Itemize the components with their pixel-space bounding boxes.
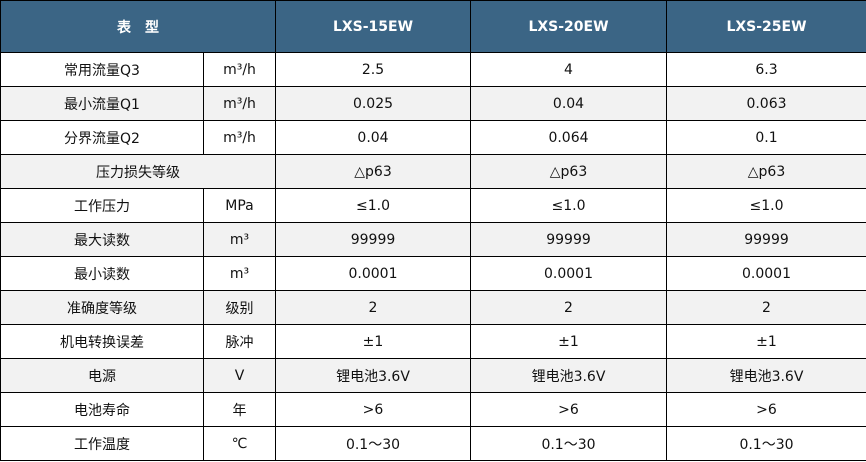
value-cell: 0.025 [275,86,471,121]
value-cell: 0.063 [666,86,866,121]
unit-cell: m³/h [203,86,276,121]
value-cell: ±1 [275,324,471,359]
value-cell: >6 [470,392,667,427]
param-cell: 最小读数 [0,256,204,291]
table-row: 准确度等级 级别 2 2 2 [0,290,866,325]
param-cell: 工作压力 [0,188,204,223]
table-row: 电池寿命年 >6 >6 >6 [0,392,866,427]
value-cell: 2 [666,290,866,325]
header-row: 表 型 LXS-15EW LXS-20EW LXS-25EW [0,0,866,53]
table-row: 工作压力 MPa ≤1.0 ≤1.0 ≤1.0 [0,188,866,223]
value-cell: 锂电池3.6V [666,358,866,393]
model-header: LXS-15EW [275,0,471,53]
value-cell: 0.04 [470,86,667,121]
table-row: 电源 V 锂电池3.6V 锂电池3.6V 锂电池3.6V [0,358,866,393]
table-row: 常用流量Q3 m³/h 2.5 4 6.3 [0,52,866,87]
value-cell: >6 [666,392,866,427]
param-cell: 机电转换误差 [0,324,204,359]
value-cell: 锂电池3.6V [470,358,667,393]
model-header: LXS-25EW [666,0,866,53]
value-cell: 0.0001 [275,256,471,291]
value-cell: 0.1～30 [470,426,667,461]
model-header: LXS-20EW [470,0,667,53]
value-cell: ≤1.0 [470,188,667,223]
unit-cell: 级别 [203,290,276,325]
value-cell: 2.5 [275,52,471,87]
value-cell: 2 [470,290,667,325]
value-cell: 99999 [470,222,667,257]
unit-cell: ℃ [203,426,276,461]
table-row: 最大读数 m³ 99999 99999 99999 [0,222,866,257]
value-cell: 0.064 [470,120,667,155]
unit-cell: m³ [203,222,276,257]
table-row: 工作温度 ℃ 0.1～30 0.1～30 0.1～30 [0,426,866,461]
unit-cell: MPa [203,188,276,223]
value-cell: ±1 [470,324,667,359]
value-cell: 99999 [275,222,471,257]
value-cell: △p63 [470,154,667,189]
value-cell: △p63 [275,154,471,189]
param-cell: 最小流量Q1 [0,86,204,121]
unit-cell: m³/h [203,52,276,87]
param-cell: 准确度等级 [0,290,204,325]
type-header: 表 型 [0,0,276,53]
value-cell: ±1 [666,324,866,359]
param-cell: 分界流量Q2 [0,120,204,155]
unit-cell: 年 [203,392,276,427]
param-cell: 电源 [0,358,204,393]
table-row: 机电转换误差 脉冲 ±1 ±1 ±1 [0,324,866,359]
value-cell: 0.04 [275,120,471,155]
table-row: 最小读数 m³ 0.0001 0.0001 0.0001 [0,256,866,291]
param-cell: 最大读数 [0,222,204,257]
value-cell: >6 [275,392,471,427]
value-cell: 0.0001 [666,256,866,291]
param-cell: 压力损失等级 [0,154,276,189]
param-cell: 电池寿命 [0,392,204,427]
value-cell: 0.0001 [470,256,667,291]
value-cell: 2 [275,290,471,325]
unit-cell: V [203,358,276,393]
value-cell: ≤1.0 [666,188,866,223]
value-cell: 6.3 [666,52,866,87]
value-cell: 锂电池3.6V [275,358,471,393]
unit-cell: m³/h [203,120,276,155]
value-cell: 0.1～30 [666,426,866,461]
value-cell: 0.1～30 [275,426,471,461]
param-cell: 常用流量Q3 [0,52,204,87]
value-cell: 99999 [666,222,866,257]
unit-cell: 脉冲 [203,324,276,359]
value-cell: 0.1 [666,120,866,155]
table-row: 分界流量Q2 m³/h 0.04 0.064 0.1 [0,120,866,155]
value-cell: △p63 [666,154,866,189]
table-row: 压力损失等级 △p63 △p63 △p63 [0,154,866,189]
param-cell: 工作温度 [0,426,204,461]
table-row: 最小流量Q1 m³/h 0.025 0.04 0.063 [0,86,866,121]
unit-cell: m³ [203,256,276,291]
value-cell: ≤1.0 [275,188,471,223]
value-cell: 4 [470,52,667,87]
